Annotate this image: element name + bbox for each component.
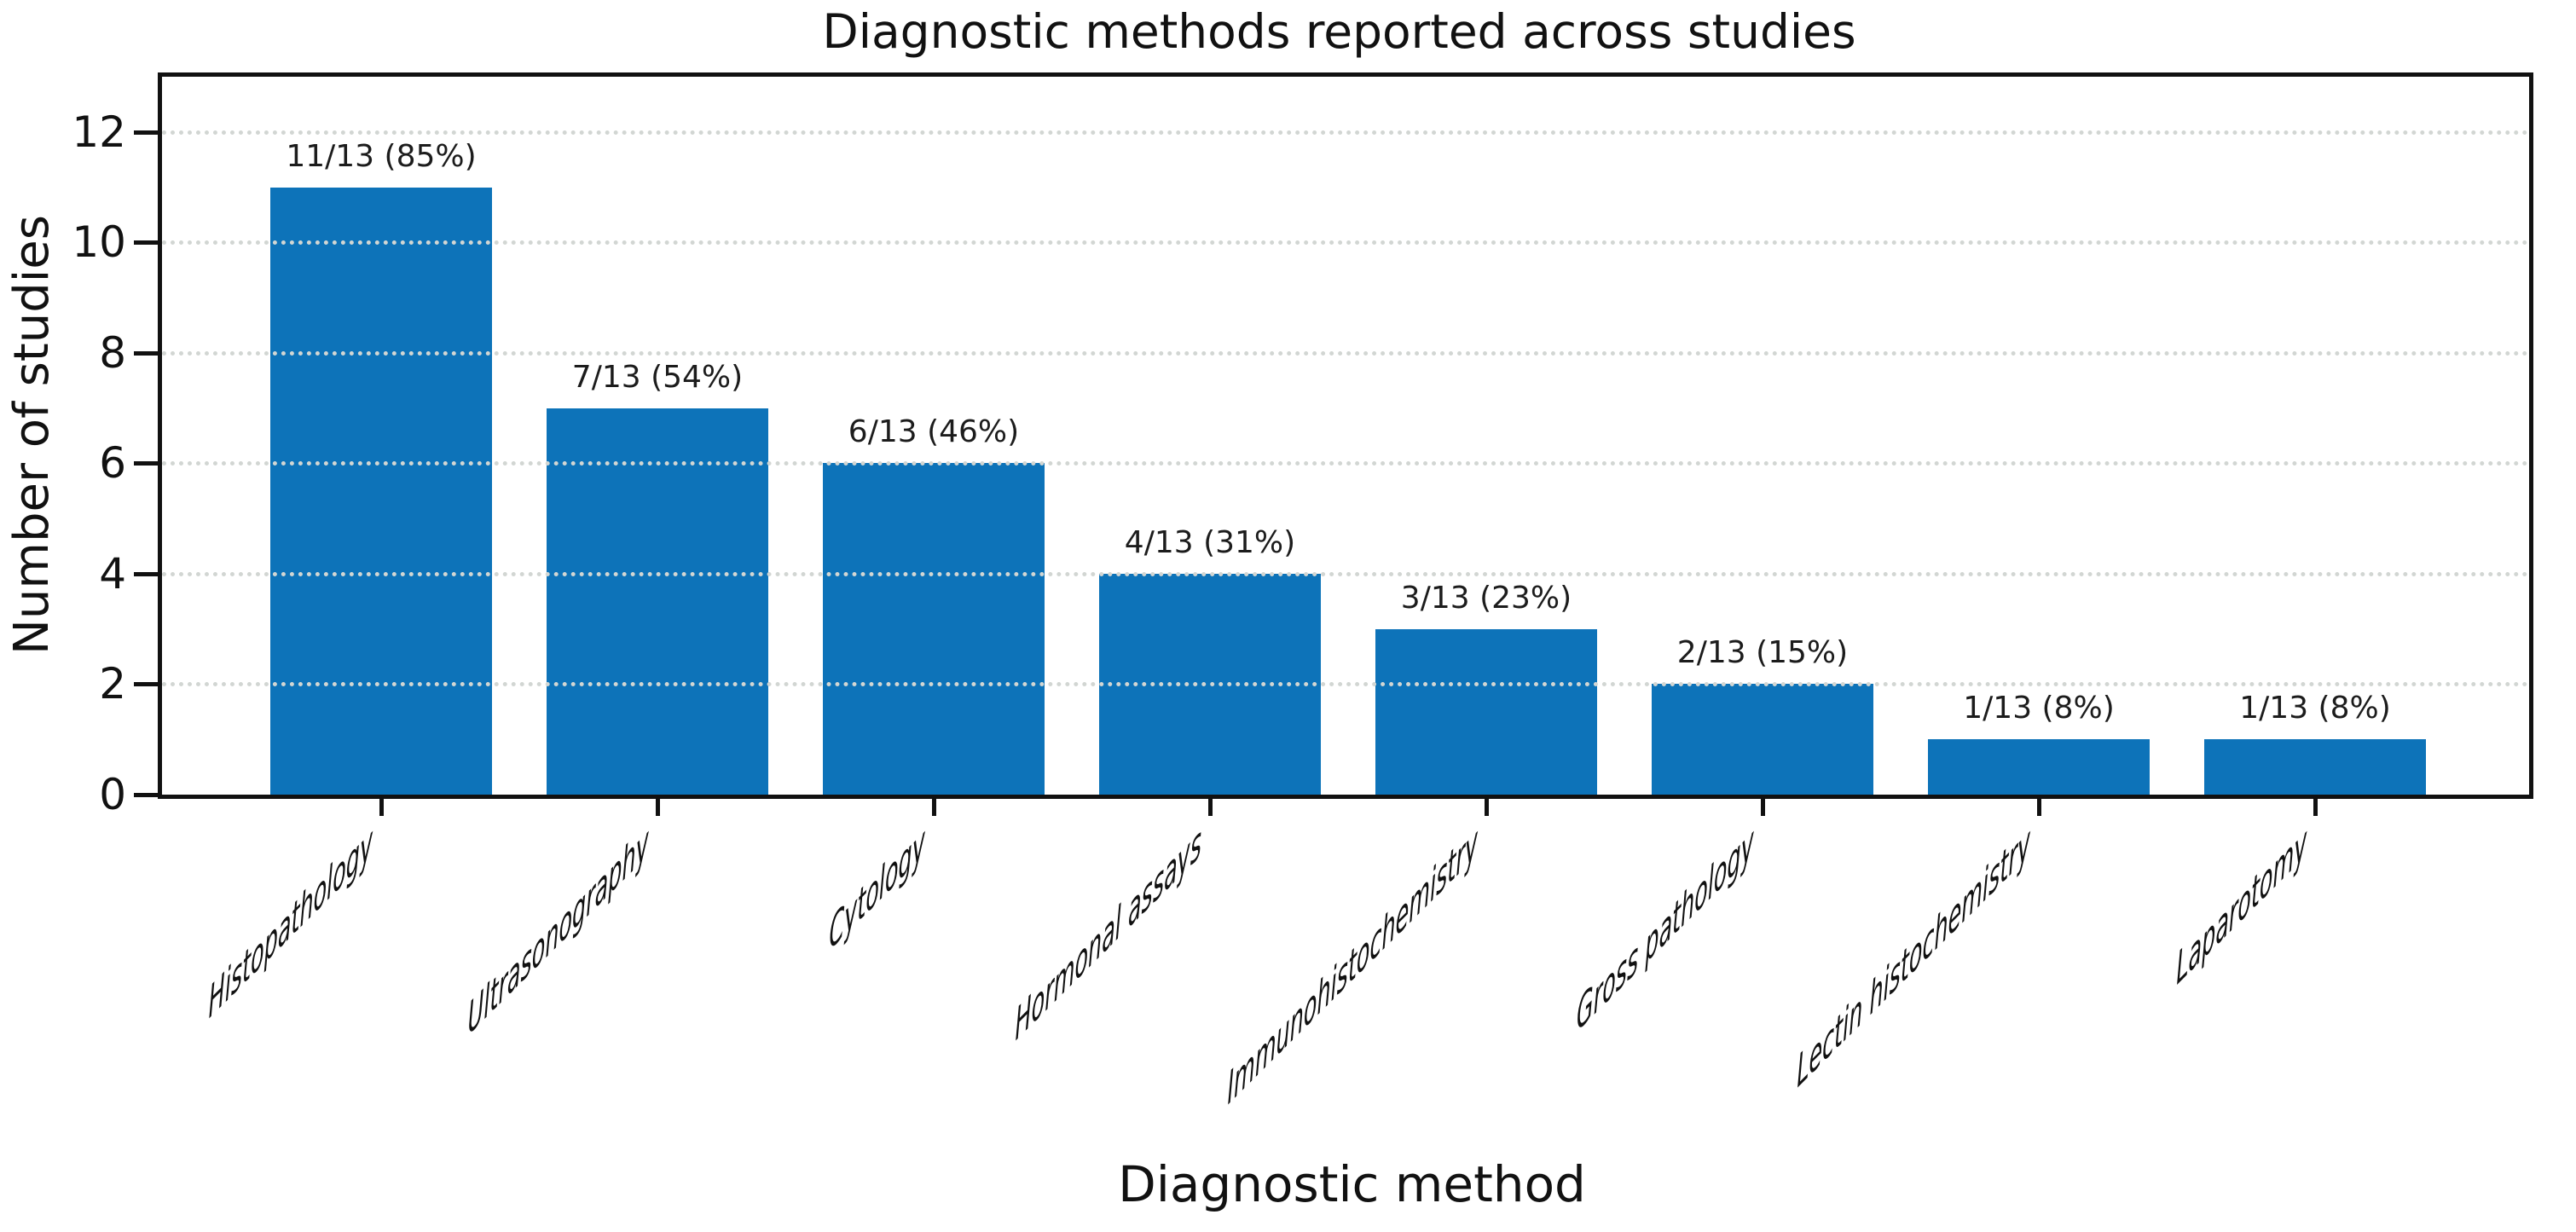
x-tick-label: Cytology [829,816,925,962]
bar-value-label: 11/13 (85%) [286,138,477,174]
x-tick [2313,795,2318,816]
y-tick-label: 4 [99,548,126,599]
bar [1375,628,1597,795]
bar [1928,739,2150,795]
y-tick [134,240,162,246]
x-tick [379,795,384,816]
x-tick [1208,795,1213,816]
gridline [162,350,2529,356]
x-tick-label: Immunohistochemistry [1227,816,1478,1116]
bar [1652,684,1873,795]
x-tick [656,795,660,816]
gridline [162,682,2529,687]
bar-value-label: 1/13 (8%) [1963,691,2115,726]
gridline [162,240,2529,246]
x-tick-label: Histopathology [208,816,373,1030]
gridline [162,571,2529,576]
bar [823,463,1045,795]
bar-value-label: 2/13 (15%) [1676,635,1849,671]
x-tick [1761,795,1765,816]
bar-value-label: 7/13 (54%) [571,359,744,395]
y-tick [134,682,162,687]
y-tick-label: 6 [99,438,126,489]
x-tick-label: Gross pathology [1577,816,1754,1044]
y-tick-label: 0 [99,770,126,819]
y-tick [134,130,162,135]
gridline [162,130,2529,135]
y-tick-label: 12 [72,107,126,157]
y-tick [134,793,162,797]
bar-value-label: 1/13 (8%) [2239,691,2391,726]
bar-value-label: 4/13 (31%) [1124,524,1296,560]
y-tick [134,571,162,576]
chart-title: Diagnostic methods reported across studi… [822,4,1856,59]
bar-value-label: 6/13 (46%) [848,414,1020,450]
bar-value-label: 3/13 (23%) [1400,580,1572,616]
bar [270,187,492,795]
x-tick [1485,795,1489,816]
y-tick-label: 8 [99,327,126,378]
y-tick [134,461,162,466]
x-tick [932,795,936,816]
x-axis-label: Diagnostic method [1118,1155,1586,1213]
gridline [162,461,2529,466]
bar [2204,739,2426,795]
bar [547,408,768,795]
y-tick-label: 2 [99,659,126,709]
plot-area-frame [158,72,2533,799]
x-tick-label: Hormonal assays [1015,816,1201,1052]
x-tick-label: Laparotomy [2175,816,2307,997]
y-tick-label: 10 [72,217,126,268]
x-tick-label: Lectin histochemistry [1797,816,2030,1099]
x-tick [2037,795,2041,816]
y-tick [134,350,162,356]
x-tick-label: Ultrasonography [468,816,649,1047]
